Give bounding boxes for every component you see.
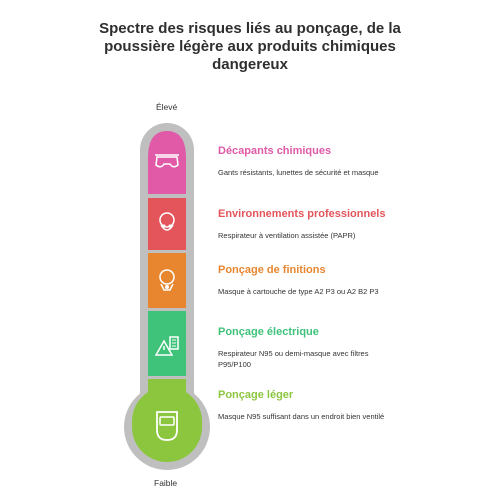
level-description: Respirateur à ventilation assistée (PAPR… [218,231,356,240]
level-title: Décapants chimiques [218,145,332,157]
level-title: Ponçage électrique [218,326,319,338]
respirator-mask-icon [159,212,175,231]
segment-professional [148,198,186,250]
face-shield-icon [156,411,178,441]
level-title: Environnements professionnels [218,208,386,220]
goggles-icon [155,154,179,168]
segment-chemical [148,131,186,194]
cartridge-mask-icon [159,269,175,291]
level-electric-sanding: Ponçage électrique Respirateur N95 ou de… [218,326,438,370]
level-title: Ponçage de finitions [218,264,326,276]
level-description: Masque N95 suffisant dans un endroit bie… [218,412,385,421]
level-light-sanding: Ponçage léger Masque N95 suffisant dans … [218,389,438,422]
scale-top-label: Élevé [156,102,178,112]
warning-filter-icon [154,336,179,356]
segment-finishing [148,253,186,308]
bulb-fill [132,392,202,462]
scale-bottom-label: Faible [154,478,178,488]
level-description: Gants résistants, lunettes de sécurité e… [218,168,379,177]
level-description: Respirateur N95 ou demi-masque avec filt… [218,349,369,369]
segment-electric [148,311,186,376]
page-title: Spectre des risques liés au ponçage, de … [99,20,401,73]
level-professional-environments: Environnements professionnels Respirateu… [218,208,438,241]
level-description: Masque à cartouche de type A2 P3 ou A2 B… [218,287,379,296]
level-chemical-strippers: Décapants chimiques Gants résistants, lu… [218,145,438,178]
level-title: Ponçage léger [218,389,294,401]
level-finishing-sanding: Ponçage de finitions Masque à cartouche … [218,264,438,297]
